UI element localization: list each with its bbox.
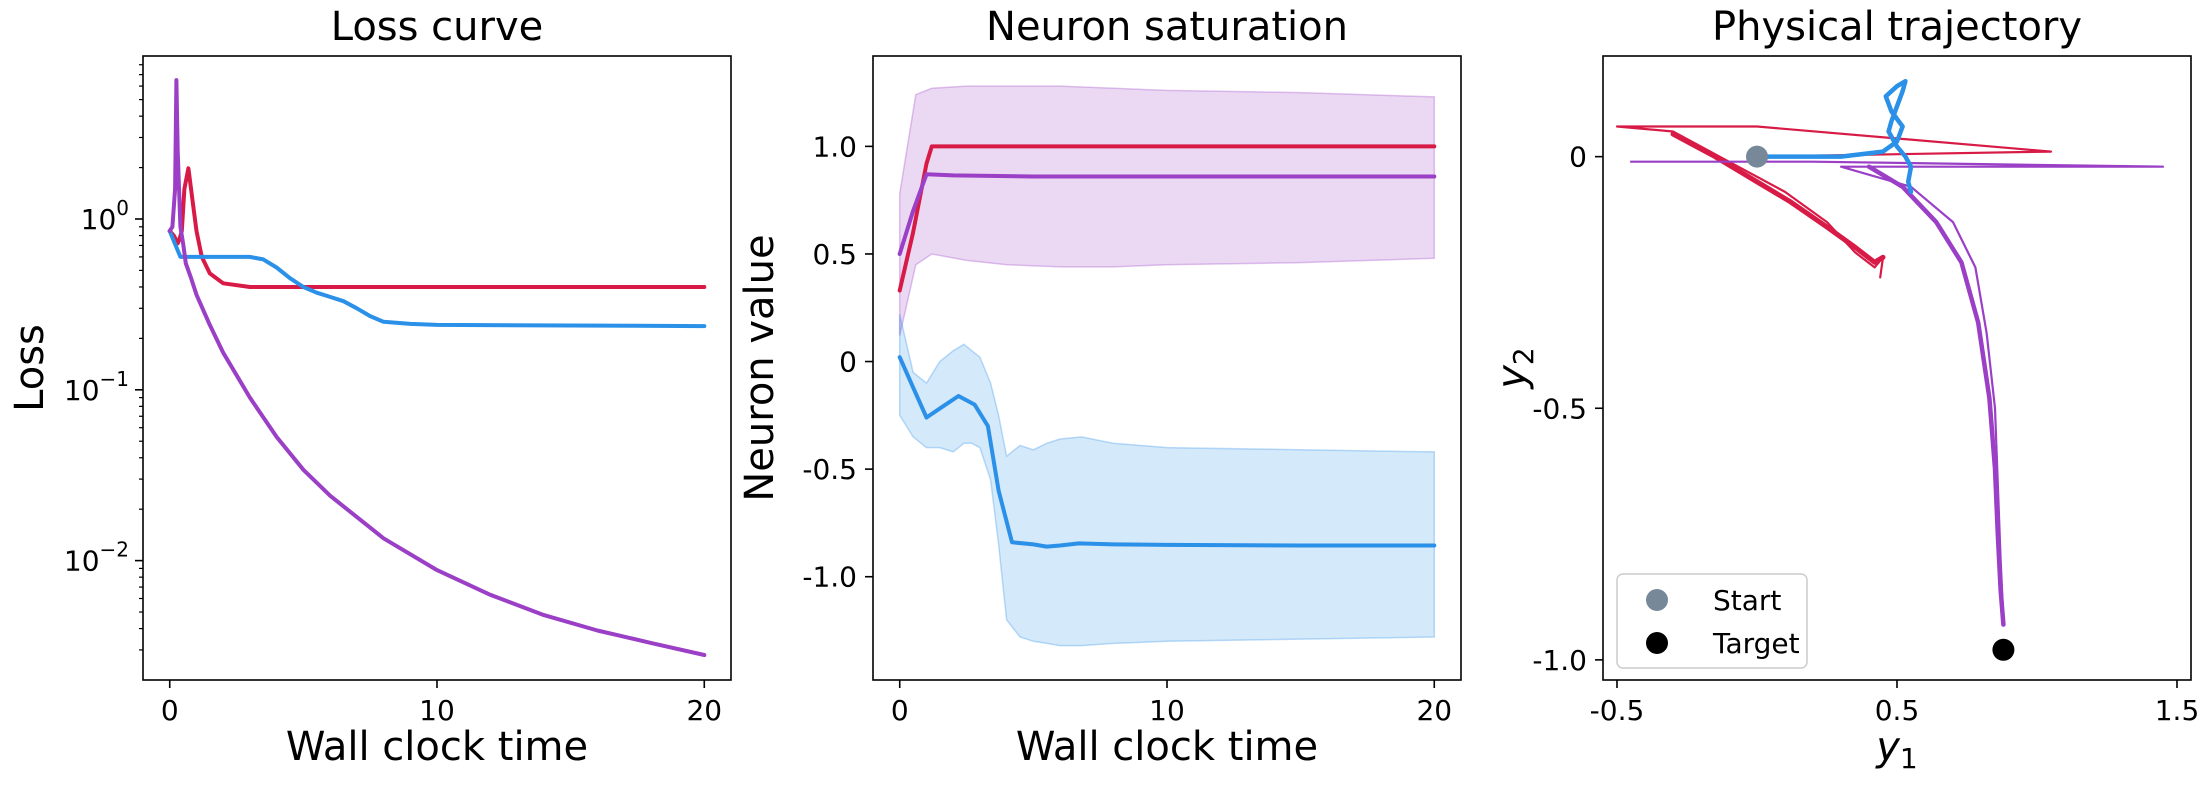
series-line-purple-2 [167,78,707,657]
y-tick-label: 0 [839,346,857,379]
y-tick-label: -1.0 [802,561,857,594]
x-axis-label: Wall clock time [1016,724,1318,770]
y-tick-label: 0.5 [812,238,857,271]
y-tick-label: -0.5 [1532,392,1587,425]
x-tick-label: 20 [686,694,722,727]
x-tick-label: 0 [161,694,179,727]
series-line-blue-2 [897,355,1437,549]
x-tick-label: 10 [1149,694,1185,727]
x-axis-label: y1 [1875,724,1918,775]
legend-marker-start [1646,589,1668,611]
series-line-crimson-0 [167,166,707,289]
legend-label: Start [1713,584,1781,617]
legend: Start Target [1616,573,1808,669]
series-line-crimson-0 [1615,125,2053,279]
band-purple [898,85,1436,336]
x-tick-label: 20 [1416,694,1452,727]
chart-panel-2: 0 10 20 1.0 0.5 0 -0.5 -1.0 Neuron saturation Wal… [737,4,1462,770]
series-line-blue-1 [167,229,707,329]
y-tick-label: -1.0 [1532,644,1587,677]
chart-title: Physical trajectory [1712,4,2082,50]
series-line-purple-1 [897,172,1437,256]
chart-title: Neuron saturation [986,4,1348,50]
plot-area [897,85,1437,647]
x-tick-label: 0.5 [1875,694,1920,727]
band-blue [898,314,1436,647]
y-tick-label: 100 [81,196,129,236]
y-tick-label: 1.0 [812,130,857,163]
x-tick-label: 10 [419,694,455,727]
x-tick-label: -0.5 [1590,694,1645,727]
x-axis-label: Wall clock time [286,724,588,770]
plot-area [167,78,707,657]
y-axis-label: Neuron value [737,234,783,501]
series-line-purple-3 [1866,164,2006,627]
legend-marker-target [1646,632,1668,654]
series-line-crimson-0 [897,144,1437,293]
plot-area [1615,78,2165,661]
series-line-purple-2 [1629,160,2165,621]
y-axis-label: Loss [7,324,53,412]
y-tick-label: -0.5 [802,453,857,486]
y-axis-label: y2 [1489,347,1540,390]
y-tick-label: 0 [1569,141,1587,174]
y-tick-label: 10−1 [64,367,129,407]
x-tick-label: 1.5 [2155,694,2200,727]
y-tick-label: 10−2 [64,538,129,578]
legend-label: Target [1712,627,1800,660]
marker-target [1992,638,2015,661]
marker-start [1746,145,1768,168]
chart-title: Loss curve [331,4,544,50]
series-line-blue-4 [1754,78,1914,195]
chart-panel-1: 0 10 20 100 10−1 10−2 Loss curve Wall clock tim… [7,4,732,770]
x-tick-label: 0 [891,694,909,727]
